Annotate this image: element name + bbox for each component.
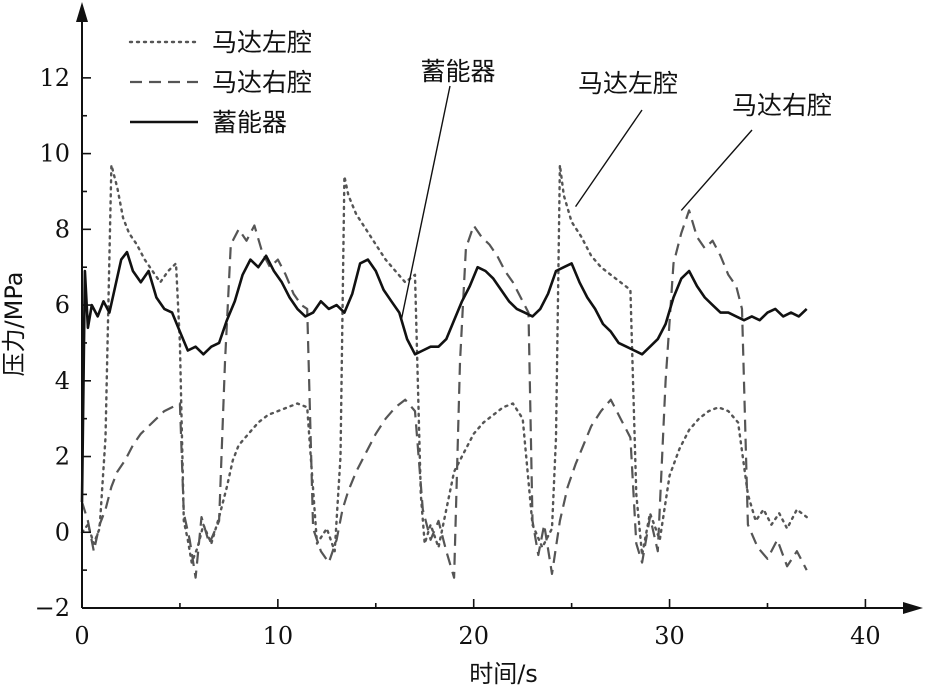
x-tick-label: 20 <box>458 622 489 650</box>
series-line-3 <box>80 250 808 503</box>
annotation-label-1: 蓄能器 <box>420 57 495 86</box>
x-tick-label: 0 <box>74 622 89 650</box>
y-tick-label: 0 <box>55 518 70 546</box>
x-tick-label: 10 <box>263 622 294 650</box>
annotation-label-2: 马达左腔 <box>578 69 678 98</box>
legend-label-3: 蓄能器 <box>212 108 287 137</box>
annotation-leader-2 <box>574 109 643 208</box>
legend-label-1: 马达左腔 <box>212 28 312 57</box>
y-tick-label: 12 <box>39 64 70 92</box>
x-axis-arrow <box>903 602 923 614</box>
annotation-leader-1 <box>400 85 451 321</box>
x-tick-label: 40 <box>850 622 881 650</box>
x-axis-title: 时间/s <box>469 660 538 688</box>
y-axis-title: 压力/MPa <box>0 272 28 377</box>
y-tick-label: 4 <box>55 367 70 395</box>
series-line-1 <box>80 163 808 564</box>
y-tick-label: 2 <box>55 443 70 471</box>
annotation-label-3: 马达右腔 <box>732 91 832 120</box>
y-tick-label: −2 <box>35 594 70 622</box>
series-layer <box>80 163 808 579</box>
legend-label-2: 马达右腔 <box>212 68 312 97</box>
y-tick-label: 6 <box>55 291 70 319</box>
y-tick-label: 10 <box>39 140 70 168</box>
series-line-2 <box>80 209 808 579</box>
x-tick-label: 30 <box>654 622 685 650</box>
y-axis-arrow <box>76 2 88 22</box>
annotation-leader-3 <box>680 129 753 211</box>
y-tick-label: 8 <box>55 215 70 243</box>
